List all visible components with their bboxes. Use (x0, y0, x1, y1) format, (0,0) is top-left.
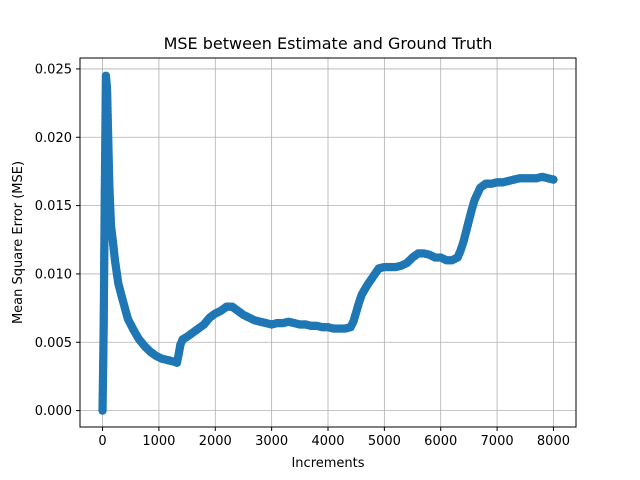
grid (80, 58, 576, 427)
x-tick-label: 6000 (424, 434, 457, 449)
x-tick-label: 3000 (255, 434, 288, 449)
y-tick-label: 0.010 (35, 267, 72, 282)
chart-title: MSE between Estimate and Ground Truth (164, 34, 493, 53)
x-tick-label: 5000 (368, 434, 401, 449)
ticks: 0 1000 2000 3000 4000 5000 6000 7000 8000 0.000 0.… (35, 62, 570, 449)
y-tick-label: 0.005 (35, 336, 72, 351)
x-axis-label: Increments (291, 456, 364, 471)
x-tick-label: 1000 (142, 434, 175, 449)
data-point (549, 175, 558, 184)
series-layer (98, 71, 558, 415)
y-axis-label: Mean Square Error (MSE) (11, 161, 26, 324)
x-tick-label: 0 (98, 434, 106, 449)
x-tick-label: 7000 (481, 434, 514, 449)
x-tick-label: 4000 (311, 434, 344, 449)
x-tick-label: 2000 (199, 434, 232, 449)
y-tick-label: 0.025 (35, 62, 72, 77)
y-tick-label: 0.015 (35, 199, 72, 214)
x-tick-label: 8000 (537, 434, 570, 449)
y-tick-label: 0.020 (35, 131, 72, 146)
y-tick-label: 0.000 (35, 404, 72, 419)
